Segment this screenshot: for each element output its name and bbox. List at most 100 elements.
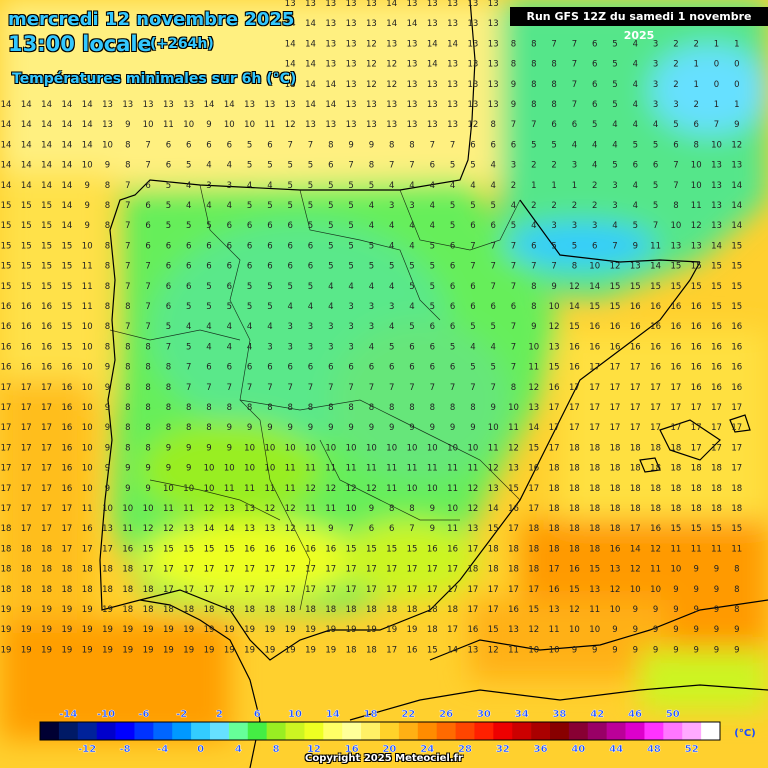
grid-value: 13 bbox=[467, 80, 478, 90]
grid-value: 12 bbox=[691, 221, 702, 231]
grid-value: 9 bbox=[105, 464, 110, 474]
grid-value: 19 bbox=[61, 605, 72, 615]
grid-value: 17 bbox=[346, 565, 357, 575]
grid-value: 16 bbox=[41, 363, 52, 373]
grid-value: 6 bbox=[531, 241, 536, 251]
grid-value: 16 bbox=[711, 322, 722, 332]
grid-value: 7 bbox=[328, 383, 333, 393]
grid-value: 8 bbox=[369, 161, 374, 171]
grid-value: 15 bbox=[21, 262, 32, 272]
grid-value: 18 bbox=[122, 565, 133, 575]
grid-value: 16 bbox=[528, 464, 539, 474]
grid-value: 1 bbox=[693, 60, 698, 70]
grid-value: 8 bbox=[551, 60, 556, 70]
grid-value: 5 bbox=[490, 201, 495, 211]
grid-value: 15 bbox=[61, 262, 72, 272]
grid-value: 4 bbox=[247, 181, 252, 191]
grid-value: 7 bbox=[511, 241, 516, 251]
grid-value: 9 bbox=[308, 423, 313, 433]
grid-value: 2 bbox=[673, 80, 678, 90]
grid-value: 13 bbox=[549, 605, 560, 615]
grid-value: 3 bbox=[308, 322, 313, 332]
grid-value: 5 bbox=[551, 241, 556, 251]
grid-value: 12 bbox=[488, 464, 499, 474]
grid-value: 6 bbox=[328, 363, 333, 373]
grid-value: 6 bbox=[470, 221, 475, 231]
grid-value: 8 bbox=[206, 403, 211, 413]
grid-value: 7 bbox=[125, 241, 130, 251]
legend-tick-label: 26 bbox=[439, 709, 453, 720]
grid-value: 19 bbox=[305, 645, 316, 655]
grid-value: 2 bbox=[531, 201, 536, 211]
grid-value: 15 bbox=[1, 221, 12, 231]
grid-value: 18 bbox=[650, 464, 661, 474]
grid-value: 18 bbox=[488, 565, 499, 575]
grid-value: 8 bbox=[206, 423, 211, 433]
grid-value: 3 bbox=[572, 221, 577, 231]
grid-value: 14 bbox=[569, 302, 580, 312]
grid-value: 6 bbox=[145, 181, 150, 191]
grid-value: 16 bbox=[61, 423, 72, 433]
grid-value: 10 bbox=[82, 241, 93, 251]
grid-value: 6 bbox=[308, 363, 313, 373]
grid-value: 16 bbox=[61, 484, 72, 494]
grid-value: 6 bbox=[227, 140, 232, 150]
grid-value: 6 bbox=[186, 262, 191, 272]
grid-value: 18 bbox=[549, 464, 560, 474]
grid-value: 14 bbox=[488, 504, 499, 514]
grid-value: 13 bbox=[670, 241, 681, 251]
grid-value: 5 bbox=[186, 221, 191, 231]
grid-value: 19 bbox=[82, 605, 93, 615]
grid-value: 8 bbox=[105, 282, 110, 292]
grid-value: 18 bbox=[630, 484, 641, 494]
grid-value: 7 bbox=[511, 282, 516, 292]
grid-value: 7 bbox=[247, 383, 252, 393]
grid-value: 8 bbox=[531, 80, 536, 90]
grid-value: 11 bbox=[447, 464, 458, 474]
grid-value: 5 bbox=[592, 120, 597, 130]
grid-value: 5 bbox=[308, 161, 313, 171]
grid-value: 14 bbox=[630, 544, 641, 554]
grid-value: 11 bbox=[285, 464, 296, 474]
grid-value: 15 bbox=[1, 282, 12, 292]
legend-swatch bbox=[606, 722, 626, 740]
grid-value: 6 bbox=[247, 363, 252, 373]
grid-value: 7 bbox=[430, 140, 435, 150]
grid-value: 17 bbox=[143, 565, 154, 575]
grid-value: 5 bbox=[389, 262, 394, 272]
grid-value: 8 bbox=[125, 140, 130, 150]
coastlines bbox=[99, 0, 768, 768]
grid-value: 9 bbox=[633, 605, 638, 615]
grid-value: 19 bbox=[386, 625, 397, 635]
grid-value: 14 bbox=[1, 140, 12, 150]
grid-value: 17 bbox=[589, 383, 600, 393]
grid-value: 15 bbox=[224, 544, 235, 554]
grid-value: 10 bbox=[407, 484, 418, 494]
grid-value: 9 bbox=[206, 120, 211, 130]
grid-value: 16 bbox=[61, 363, 72, 373]
grid-value: 7 bbox=[511, 262, 516, 272]
grid-value: 13 bbox=[285, 0, 296, 9]
grid-value: 6 bbox=[206, 140, 211, 150]
grid-value: 17 bbox=[467, 585, 478, 595]
legend-swatch bbox=[493, 722, 513, 740]
colour-field bbox=[0, 0, 768, 740]
legend-swatch bbox=[701, 722, 721, 740]
grid-value: 14 bbox=[731, 181, 742, 191]
grid-value: 15 bbox=[508, 484, 519, 494]
grid-value: 14 bbox=[1, 100, 12, 110]
forecast-offset: (+264h) bbox=[150, 36, 214, 52]
grid-value: 17 bbox=[21, 464, 32, 474]
grid-value: 13 bbox=[325, 120, 336, 130]
grid-value: 8 bbox=[166, 423, 171, 433]
grid-value: 18 bbox=[528, 524, 539, 534]
legend-swatch bbox=[587, 722, 607, 740]
grid-value: 14 bbox=[61, 140, 72, 150]
grid-value: 19 bbox=[102, 625, 113, 635]
grid-value: 8 bbox=[105, 302, 110, 312]
grid-value: 7 bbox=[572, 39, 577, 49]
grid-value: 6 bbox=[206, 363, 211, 373]
grid-value: 6 bbox=[470, 282, 475, 292]
grid-value: 13 bbox=[427, 0, 438, 9]
